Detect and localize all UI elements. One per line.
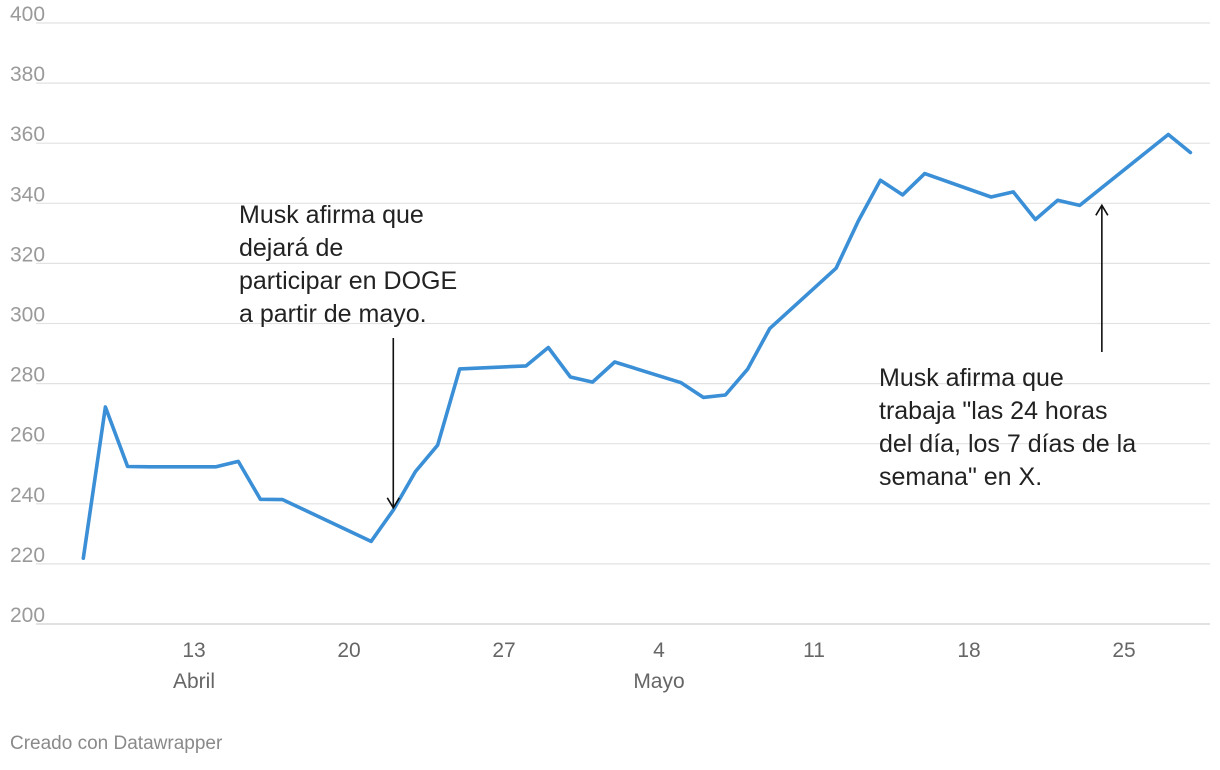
credit-text: Creado con Datawrapper [10, 733, 223, 754]
y-tick-label: 300 [10, 304, 45, 327]
x-month-label: Abril [173, 670, 215, 693]
annotation-arrow-head [1095, 203, 1109, 216]
annotation-text-line: trabaja "las 24 horas [879, 397, 1107, 425]
y-axis: 200 220 240 260 280 300 320 340 360 380 400 [10, 3, 45, 627]
series-line-0 [81, 132, 1193, 561]
y-tick-label: 220 [10, 544, 45, 567]
x-tick-label: 13 [182, 639, 205, 662]
x-axis: 13 Abril 20 27 4 Mayo 11 18 25 [173, 639, 1136, 693]
y-tick-label: 380 [10, 63, 45, 86]
y-tick-label: 240 [10, 484, 45, 507]
annotation-text-line: a partir de mayo. [239, 300, 427, 328]
x-month-label: Mayo [633, 670, 684, 693]
x-tick-label: 11 [803, 639, 825, 662]
annotation-text-line: participar en DOGE [239, 267, 457, 295]
y-tick-label: 320 [10, 243, 45, 266]
annotation-text-line: Musk afirma que [239, 201, 424, 229]
annotation-text-line: Musk afirma que [879, 364, 1064, 392]
annotation-text-line: del día, los 7 días de la [879, 430, 1136, 458]
annotation-text-line: dejará de [239, 234, 343, 262]
series-layer [81, 132, 1193, 561]
annotation-arrow-head [386, 497, 400, 510]
annotation-2: Musk afirma que trabaja "las 24 horas del … [879, 203, 1136, 491]
x-tick-label: 4 [653, 639, 665, 662]
y-tick-label: 200 [10, 604, 45, 627]
y-tick-label: 280 [10, 364, 45, 387]
gridlines [36, 22, 1210, 625]
y-tick-label: 340 [10, 183, 45, 206]
x-tick-label: 18 [957, 639, 980, 662]
y-tick-label: 360 [10, 123, 45, 146]
annotation-text-line: semana" en X. [879, 463, 1042, 491]
annotation-1: Musk afirma que dejará de participar en DO… [239, 201, 457, 510]
x-tick-label: 25 [1112, 639, 1135, 662]
y-tick-label: 400 [10, 3, 45, 26]
x-tick-label: 20 [337, 639, 360, 662]
annotations: Musk afirma que dejará de participar en DO… [239, 201, 1136, 510]
y-tick-label: 260 [10, 424, 45, 447]
x-tick-label: 27 [492, 639, 515, 662]
